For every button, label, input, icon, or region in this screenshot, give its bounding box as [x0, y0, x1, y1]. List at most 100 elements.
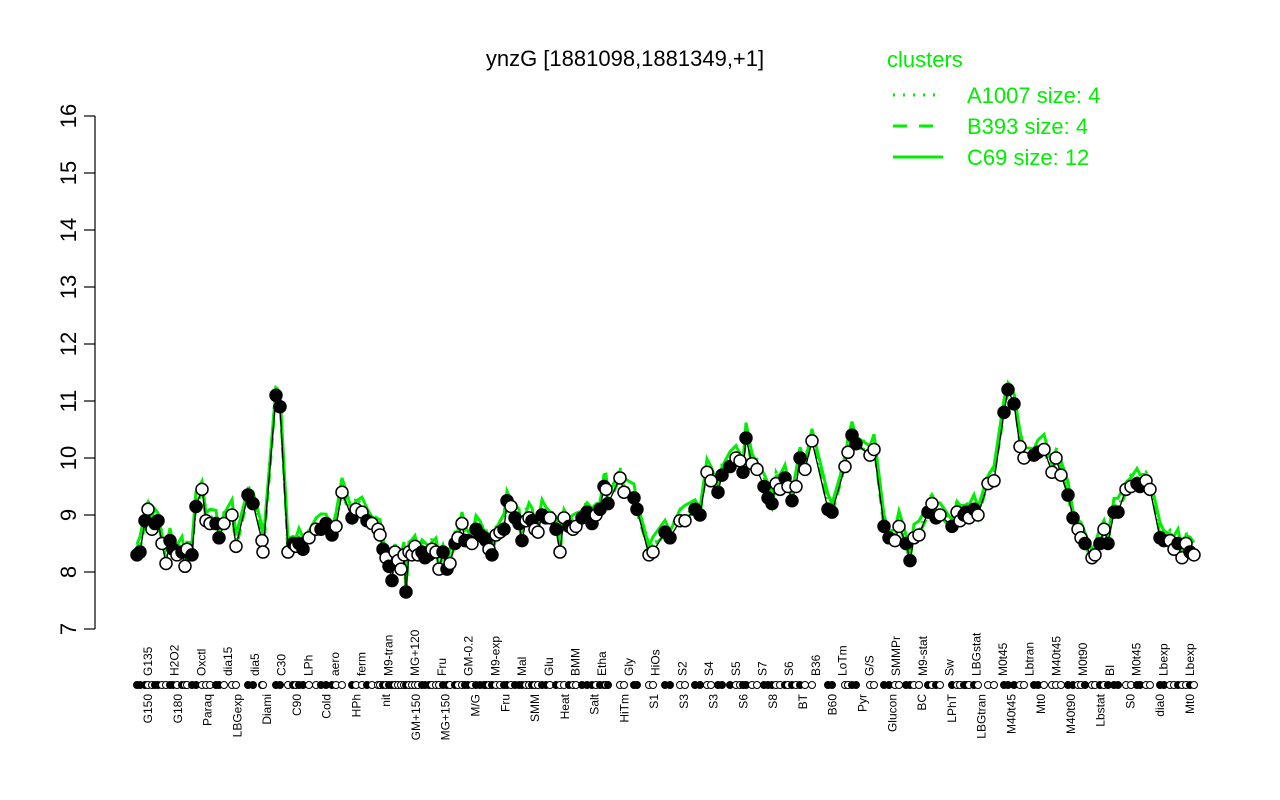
x-tick-label: S2: [675, 661, 689, 676]
data-point: [663, 531, 677, 545]
data-point: [246, 496, 260, 511]
x-tick-label: S6: [736, 694, 750, 709]
data-point: [617, 485, 631, 499]
rug-marker: [801, 681, 809, 689]
x-tick-label: BI: [1103, 665, 1117, 676]
y-tick-label: 7: [56, 623, 81, 635]
x-tick-label: S4: [702, 661, 716, 676]
data-point: [711, 485, 725, 499]
data-point: [757, 479, 771, 494]
x-tick-label: S6: [782, 661, 796, 676]
x-tick-label: Sw: [943, 659, 957, 676]
data-point: [693, 508, 707, 522]
x-tick-label: M40t90: [1064, 694, 1078, 734]
rug-marker: [1020, 681, 1028, 689]
x-tick-label: Glucon: [885, 694, 899, 732]
rug-marker: [696, 681, 704, 689]
data-point: [1088, 548, 1102, 562]
x-tick-label: Lbtran: [1023, 642, 1037, 676]
data-point: [739, 431, 753, 445]
data-point: [217, 516, 231, 531]
x-tick-label: S0: [1123, 694, 1137, 709]
data-point: [385, 573, 399, 588]
x-tick-label: M40t45: [1004, 694, 1018, 734]
data-point: [785, 494, 799, 508]
rug-marker: [649, 681, 657, 689]
green-cluster-lines: [135, 377, 1196, 595]
x-tick-label: B60: [826, 694, 840, 716]
x-tick-label: S7: [756, 661, 770, 676]
data-point: [736, 465, 750, 479]
x-tick-label: B36: [809, 654, 823, 676]
data-point: [1066, 511, 1080, 525]
y-tick-label: 15: [56, 161, 81, 185]
x-tick-label: LoTm: [836, 645, 850, 676]
x-tick-label: Mal: [515, 657, 529, 676]
rug-marker: [220, 681, 228, 689]
x-tick-label: H2O2: [168, 644, 182, 676]
data-point: [1001, 382, 1015, 397]
data-point: [185, 548, 199, 562]
x-tick-label: Cold: [320, 694, 334, 719]
rug-marker: [305, 681, 313, 689]
data-point: [543, 511, 557, 525]
data-point: [455, 516, 469, 531]
rug-marker: [338, 681, 346, 689]
x-tick-label: Fru: [498, 694, 512, 712]
x-tick-label: Etha: [595, 651, 609, 676]
data-point: [1097, 522, 1111, 536]
data-point: [497, 522, 511, 536]
data-point: [329, 519, 343, 534]
x-tick-label: Mt0: [1183, 694, 1197, 714]
x-tick-label: Lbstat: [1094, 693, 1108, 726]
x-tick-label: M/G: [468, 694, 482, 717]
data-point: [212, 531, 226, 545]
x-tick-label: LPh: [301, 655, 315, 676]
data-point: [255, 533, 269, 548]
x-tick-label: M9-stat: [916, 635, 930, 676]
data-point: [678, 513, 692, 528]
data-point: [903, 553, 917, 568]
data-point: [798, 462, 812, 477]
data-point: [273, 399, 287, 414]
x-tick-label: M40t45: [1049, 636, 1063, 676]
y-tick-label: 9: [56, 509, 81, 521]
x-tick-label: M9-exp: [488, 636, 502, 676]
data-point: [841, 445, 855, 460]
x-tick-label: dia5: [248, 653, 262, 676]
data-point: [765, 496, 779, 511]
data-point: [987, 474, 1001, 488]
rug-marker: [915, 681, 923, 689]
x-tick-label: G180: [171, 694, 185, 724]
data-point: [825, 505, 839, 519]
rug-marker: [1146, 681, 1154, 689]
legend: clusters A1007 size: 4 B393 size: 4 C69 …: [887, 47, 1100, 170]
rug-marker: [666, 681, 674, 689]
rug-marker: [1190, 681, 1198, 689]
rug-marker: [990, 681, 998, 689]
y-tick-label: 13: [56, 275, 81, 299]
data-point: [1078, 536, 1092, 551]
data-point: [436, 545, 450, 559]
y-tick-label: 11: [56, 390, 81, 413]
x-tick-label: nit: [379, 693, 393, 706]
data-point: [229, 539, 243, 554]
data-point: [256, 545, 270, 559]
x-tick-label: GM-0.2: [462, 636, 476, 676]
data-point: [1187, 548, 1201, 562]
data-point: [646, 545, 660, 559]
data-point: [704, 474, 718, 488]
data-point: [912, 528, 926, 542]
x-tick-label: S5: [729, 661, 743, 676]
rug-marker: [681, 681, 689, 689]
data-point: [849, 437, 863, 451]
data-point: [601, 496, 615, 511]
data-point: [733, 454, 747, 468]
data-point: [933, 508, 947, 522]
data-point: [1037, 442, 1051, 457]
data-point: [715, 468, 729, 482]
rug-marker: [974, 681, 982, 689]
data-point: [302, 531, 316, 545]
legend-title: clusters: [887, 47, 963, 72]
x-tick-label: Lbexp: [1183, 643, 1197, 676]
